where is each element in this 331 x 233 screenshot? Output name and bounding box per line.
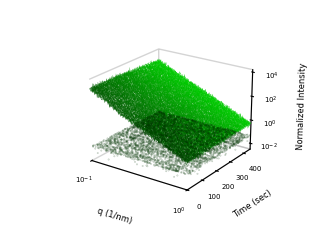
X-axis label: q (1/nm): q (1/nm) [96,206,133,225]
Y-axis label: Time (sec): Time (sec) [231,189,273,220]
